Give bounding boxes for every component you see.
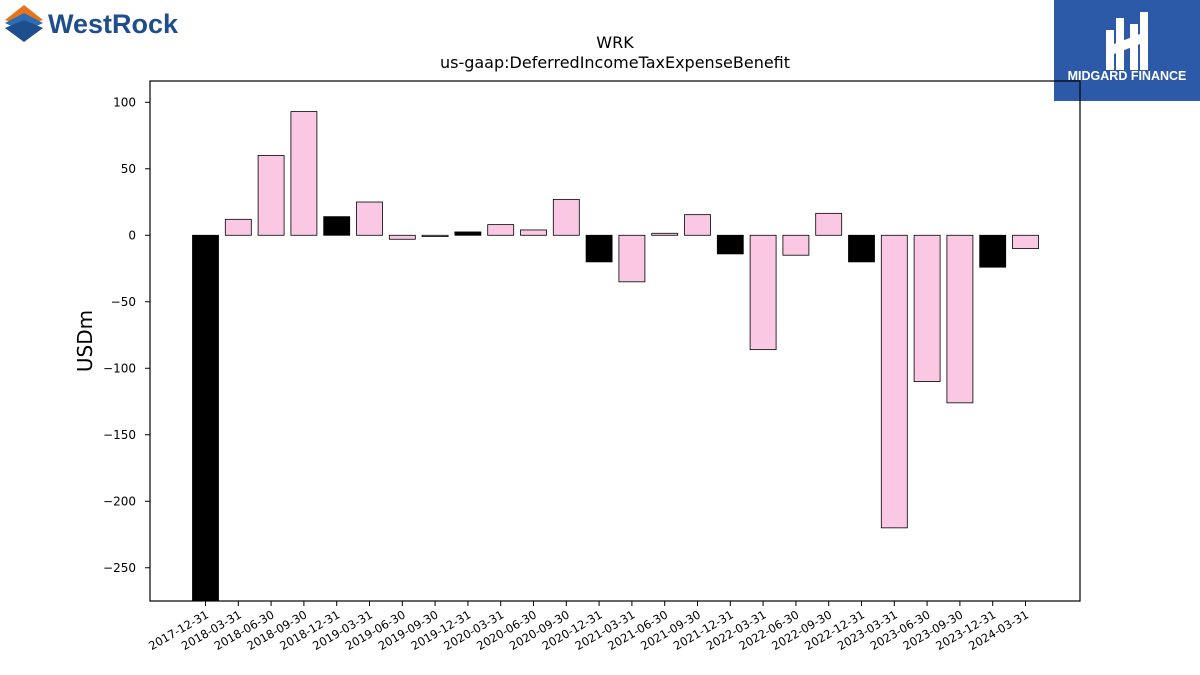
bar-2021-12-31 [716,234,744,255]
bar-2020-12-31 [585,234,613,263]
bar-2021-06-30 [651,232,679,236]
midgard-finance-logo: MIDGARD FINANCE [1054,0,1200,101]
midgard-emblem-icon [1106,12,1148,70]
bar-2022-09-30 [815,212,843,236]
bar-2019-09-30 [421,234,449,238]
bar-2020-06-30 [520,229,547,236]
bar-2021-09-30 [684,214,711,236]
westrock-logo: WestRock [4,2,184,46]
bar-2019-03-31 [356,201,383,236]
bar-2024-03-31 [1012,234,1039,249]
bar-2018-12-31 [323,216,351,236]
bar-2023-12-31 [979,234,1007,268]
midgard-logo-text: MIDGARD FINANCE [1068,69,1187,83]
bar-2019-12-31 [454,231,482,236]
bar-2023-09-30 [946,234,974,404]
bar-2021-03-31 [618,234,646,283]
y-tick-label: 100 [113,95,136,109]
x-axis: 2017-12-312018-03-312018-06-302018-09-30… [146,601,1031,653]
westrock-emblem-icon [5,5,43,42]
bar-2018-09-30 [290,111,318,236]
bar-2020-09-30 [552,198,580,236]
y-tick-label: 0 [128,228,136,242]
y-tick-label: −150 [103,428,136,442]
y-tick-label: 50 [121,162,136,176]
y-tick-label: −250 [103,561,136,575]
bar-2018-03-31 [224,218,252,236]
bars-layer [192,111,1039,601]
bar-2017-12-31 [192,234,219,601]
bar-2018-06-30 [257,155,285,236]
bar-2023-03-31 [880,234,908,529]
plot-frame [149,80,1081,602]
y-axis: 100 50 0 −50 −100 −150 −200 −250 [103,95,150,575]
y-axis-label: USDm [73,310,97,372]
bar-2022-03-31 [749,234,777,351]
bar-2020-03-31 [487,224,515,236]
chart-subtitle: us-gaap:DeferredIncomeTaxExpenseBenefit [440,53,790,72]
y-tick-label: −100 [103,361,136,375]
bar-2019-06-30 [388,234,416,240]
westrock-logo-text: WestRock [48,9,179,39]
y-tick-label: −200 [103,494,136,508]
chart-title: WRK [596,33,634,52]
bar-2022-06-30 [782,234,810,256]
bar-2022-12-31 [848,234,875,263]
y-tick-label: −50 [111,295,136,309]
bar-2023-06-30 [913,234,941,382]
